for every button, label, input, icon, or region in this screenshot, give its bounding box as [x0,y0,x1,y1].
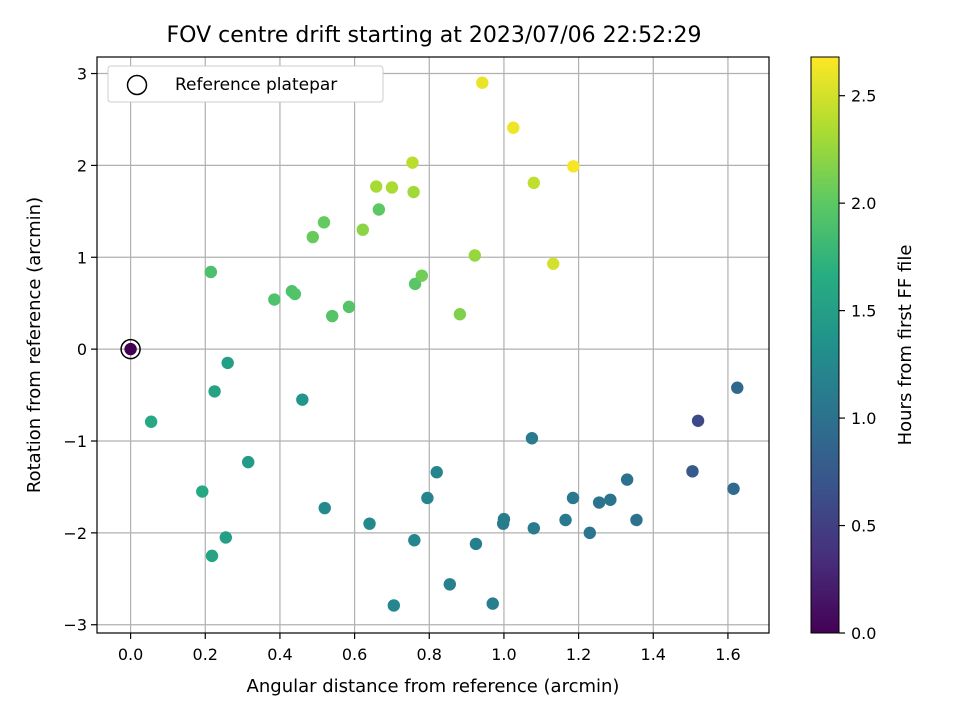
legend-box [107,65,384,103]
y-tick-label: 0 [77,340,87,359]
y-tick-label: 2 [77,156,87,175]
colorbar-tick-label: 2.5 [851,87,876,106]
x-ticks: 0.0 0.2 0.4 0.6 0.8 1.0 1.2 1.4 1.6 [118,633,741,664]
data-point [288,287,302,301]
data-point [727,482,740,495]
data-point [208,385,221,398]
colorbar-tick-label: 0.5 [851,517,876,536]
data-point [407,185,420,199]
colorbar-label: Hours from first FF file [895,245,916,446]
data-point [453,308,467,321]
data-point [408,534,421,547]
data-point [326,309,339,323]
data-point [406,156,419,169]
data-point [356,223,370,236]
x-tick-label: 0.2 [193,645,218,664]
data-point [372,203,386,216]
data-point [124,342,137,356]
legend-marker-reference-icon [126,74,148,96]
data-point [527,522,540,535]
data-point [507,121,520,134]
x-tick-label: 0.8 [417,645,442,664]
data-point [219,531,232,544]
data-point [691,414,705,427]
data-point [620,473,634,486]
x-tick-label: 1.0 [491,645,516,664]
legend: Reference platepar [107,65,384,103]
chart-title: FOV centre drift starting at 2023/07/06 … [167,23,702,48]
data-point [469,537,483,551]
x-axis-label: Angular distance from reference (arcmin) [247,676,620,697]
data-point [387,599,400,612]
colorbar-tick-label: 1.5 [851,302,876,321]
y-ticks: −3 −2 −1 0 1 2 3 [63,65,97,635]
grid-lines [97,57,769,633]
data-point [527,176,540,190]
y-tick-label: 3 [77,65,87,84]
x-tick-label: 1.4 [641,645,666,664]
colorbar-gradient [810,56,840,634]
data-point [421,491,434,505]
colorbar-tick-label: 1.0 [851,409,876,428]
data-point [486,597,499,610]
data-point [342,300,356,314]
data-point [525,432,539,445]
data-point [476,76,489,89]
data-point [296,393,309,406]
data-point [443,578,456,591]
x-tick-label: 1.2 [566,645,591,664]
data-point [686,465,699,478]
data-point [196,485,209,498]
y-tick-label: 1 [77,248,87,267]
data-point [592,496,606,509]
reference-platepar-marker [120,338,141,360]
data-point [604,493,617,506]
plot-frame [96,56,770,634]
data-point [559,513,572,527]
colorbar-ticks: 0.0 0.5 1.0 1.5 2.0 2.5 [839,87,876,643]
x-tick-label: 1.6 [715,645,740,664]
x-tick-label: 0.0 [118,645,143,664]
data-point [205,549,219,563]
data-point [566,491,580,505]
data-point [385,181,399,194]
y-tick-label: −3 [63,616,87,635]
data-point [415,269,428,282]
y-tick-label: −2 [63,524,87,543]
data-point [204,265,218,279]
data-point [370,180,383,193]
data-point [144,415,158,428]
y-axis-label: Rotation from reference (arcmin) [24,197,45,493]
x-tick-label: 0.6 [342,645,367,664]
data-point [468,249,482,262]
data-point [430,466,443,479]
data-point [731,381,744,394]
colorbar-tick-label: 0.0 [851,624,876,643]
legend-entry-reference: Reference platepar [175,75,337,95]
colorbar-tick-label: 2.0 [851,194,876,213]
scatter-points [120,76,744,612]
y-tick-label: −1 [63,432,87,451]
data-point [567,160,580,173]
data-point [408,277,422,291]
colorbar: 0.0 0.5 1.0 1.5 2.0 2.5 Hours from first FF f… [810,56,916,643]
data-point [306,230,319,244]
data-point [547,257,560,270]
data-point [242,455,255,469]
data-point [268,293,281,306]
data-point [363,517,376,530]
data-point [221,356,234,370]
data-point [318,501,331,515]
x-tick-label: 0.4 [267,645,292,664]
data-point [317,216,331,229]
data-point [583,526,596,540]
data-point [496,517,510,530]
data-point [630,513,643,527]
